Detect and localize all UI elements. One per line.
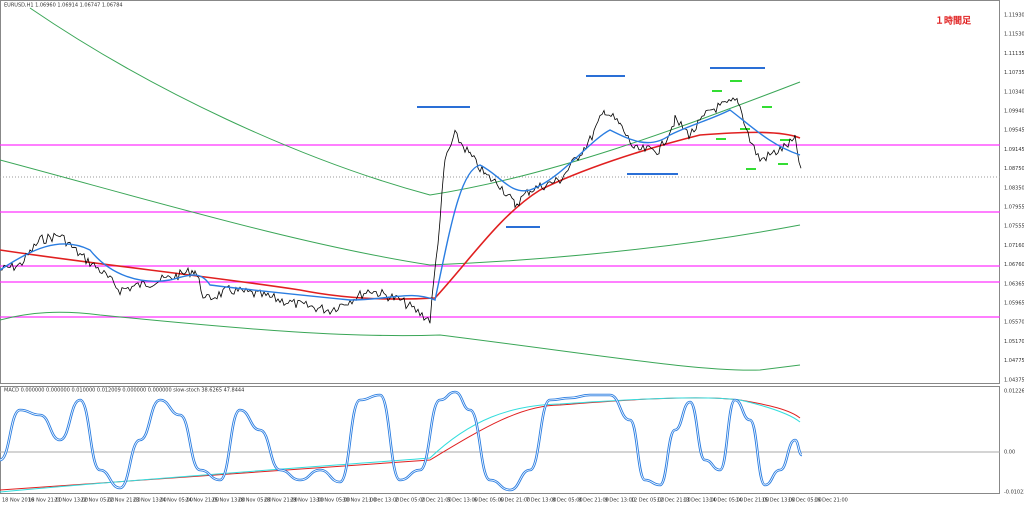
price-label: 1.08350	[1004, 185, 1024, 191]
time-label: 30 Nov 21:00	[343, 498, 377, 504]
time-label: 13 Dec 13:00	[683, 498, 717, 504]
time-label: 30 Nov 05:00	[316, 498, 350, 504]
time-label: 8 Dec 05:00	[552, 498, 582, 504]
time-label: 2 Dec 05:00	[395, 498, 425, 504]
time-label: 29 Nov 13:00	[290, 498, 324, 504]
price-label: 1.09545	[1004, 128, 1024, 134]
price-label: 1.09145	[1004, 147, 1024, 153]
time-label: 15 Dec 13:00	[762, 498, 796, 504]
time-label: 28 Nov 21:00	[264, 498, 298, 504]
price-label: 1.04375	[1004, 377, 1024, 383]
time-label: 16 Dec 05:00	[788, 498, 822, 504]
time-label: 6 Dec 05:00	[474, 498, 504, 504]
price-label: 1.10340	[1004, 89, 1024, 95]
price-label: 1.11530	[1004, 32, 1024, 38]
time-label: 12 Dec 05:00	[631, 498, 665, 504]
time-label: 5 Dec 13:00	[447, 498, 477, 504]
price-label: 1.09940	[1004, 109, 1024, 115]
time-label: 2 Dec 21:00	[421, 498, 451, 504]
time-label: 9 Dec 13:00	[605, 498, 635, 504]
time-label: 22 Nov 21:00	[107, 498, 141, 504]
time-label: 24 Nov 21:00	[185, 498, 219, 504]
time-label: 8 Dec 21:00	[578, 498, 608, 504]
price-label: 1.07555	[1004, 224, 1024, 230]
price-label: 1.06760	[1004, 262, 1024, 268]
macd-axis-label: 0.00	[1004, 450, 1015, 456]
symbol-info: EURUSD,H1 1.06960 1.06914 1.06747 1.0678…	[4, 3, 123, 9]
price-label: 1.05965	[1004, 301, 1024, 307]
price-label: 1.05170	[1004, 339, 1024, 345]
macd-header: MACD 0.000000 0.000000 0.010000 0.012009…	[4, 388, 244, 394]
price-label: 1.08750	[1004, 166, 1024, 172]
time-label: 16 Dec 21:00	[814, 498, 848, 504]
macd-lines	[0, 390, 1000, 493]
time-label: 14 Dec 05:00	[709, 498, 743, 504]
macd-panel	[0, 386, 1000, 494]
price-label: 1.11930	[1004, 13, 1024, 19]
price-label: 1.07160	[1004, 243, 1024, 249]
time-label: 23 Nov 13:00	[133, 498, 167, 504]
price-label: 1.06365	[1004, 281, 1024, 287]
price-label: 1.05570	[1004, 320, 1024, 326]
main-panel	[0, 0, 1000, 384]
price-label: 1.11135	[1004, 51, 1024, 57]
macd-axis-label: 0.012263	[1004, 389, 1024, 395]
time-label: 28 Nov 05:00	[238, 498, 272, 504]
time-label: 14 Dec 21:00	[736, 498, 770, 504]
time-label: 12 Dec 21:00	[657, 498, 691, 504]
price-label: 1.04775	[1004, 358, 1024, 364]
price-label: 1.10735	[1004, 70, 1024, 76]
time-label: 21 Nov 13:00	[54, 498, 88, 504]
time-label: 18 Nov 21:00	[28, 498, 62, 504]
price-label: 1.07955	[1004, 205, 1024, 211]
annotation: １時間足	[935, 15, 972, 27]
time-label: 22 Nov 05:00	[81, 498, 115, 504]
time-label: 25 Nov 13:00	[212, 498, 246, 504]
time-label: 7 Dec 13:00	[526, 498, 556, 504]
time-label: 1 Dec 13:00	[369, 498, 399, 504]
levels	[0, 7, 1000, 371]
macd-axis-label: -0.010222	[1004, 490, 1024, 496]
time-label: 6 Dec 21:00	[500, 498, 530, 504]
time-label: 24 Nov 05:00	[159, 498, 193, 504]
time-label: 18 Nov 2016	[2, 498, 34, 504]
